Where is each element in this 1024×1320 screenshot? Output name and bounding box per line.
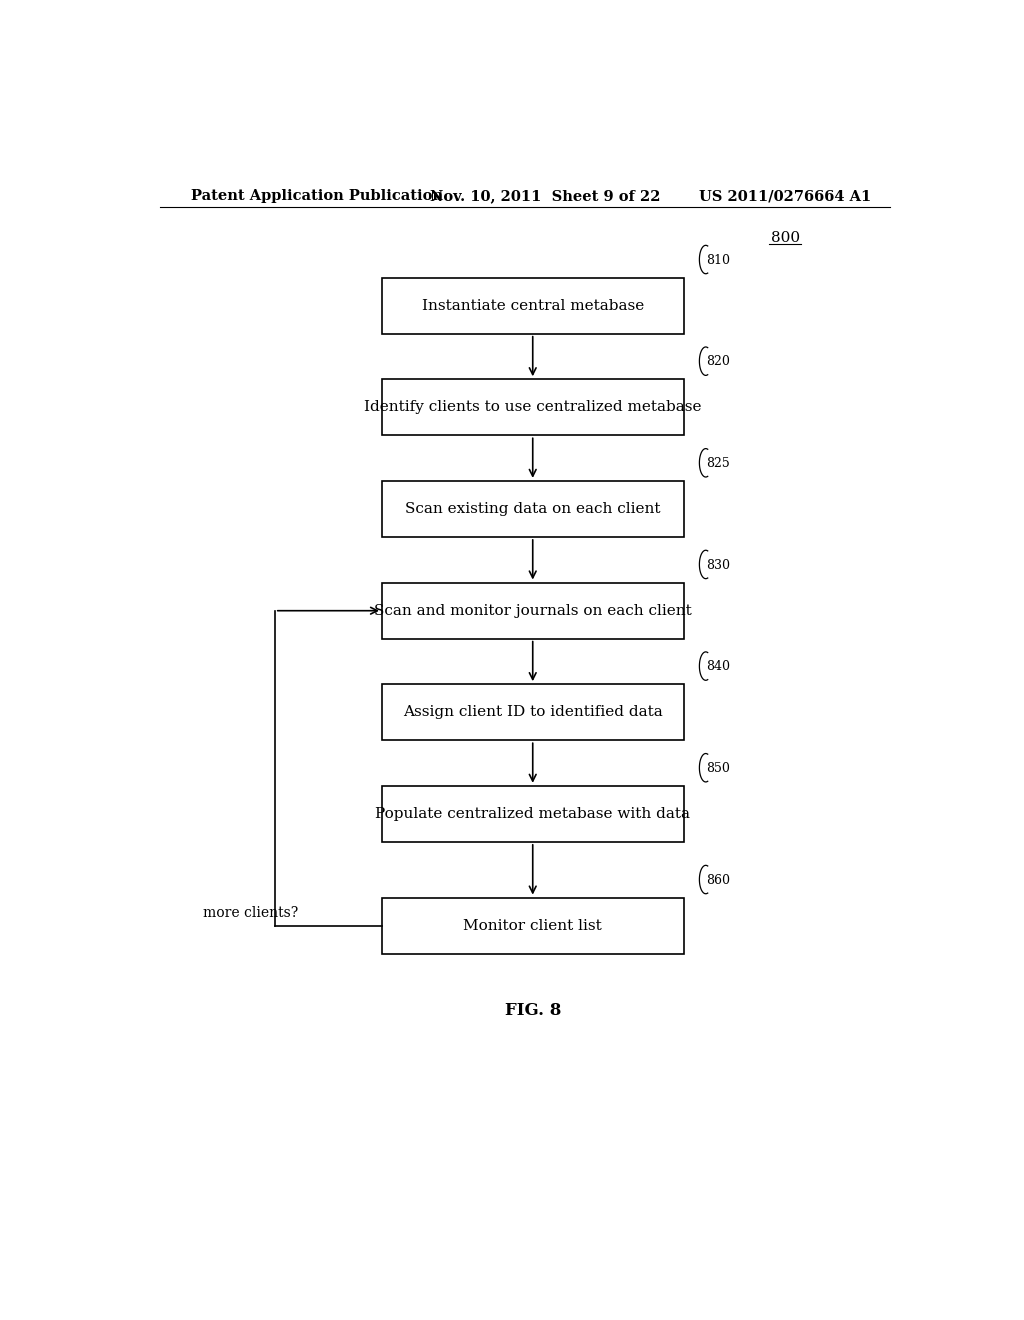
Text: Monitor client list: Monitor client list <box>464 919 602 933</box>
FancyBboxPatch shape <box>382 898 684 954</box>
Text: Patent Application Publication: Patent Application Publication <box>191 189 443 203</box>
Text: 860: 860 <box>707 874 730 887</box>
Text: US 2011/0276664 A1: US 2011/0276664 A1 <box>699 189 871 203</box>
Text: 840: 840 <box>707 660 730 673</box>
Text: 810: 810 <box>707 253 730 267</box>
Text: 825: 825 <box>707 457 730 470</box>
Text: 830: 830 <box>707 558 730 572</box>
FancyBboxPatch shape <box>382 277 684 334</box>
Text: Nov. 10, 2011  Sheet 9 of 22: Nov. 10, 2011 Sheet 9 of 22 <box>430 189 660 203</box>
FancyBboxPatch shape <box>382 480 684 537</box>
FancyBboxPatch shape <box>382 684 684 741</box>
Text: Scan and monitor journals on each client: Scan and monitor journals on each client <box>374 603 691 618</box>
Text: Instantiate central metabase: Instantiate central metabase <box>422 298 644 313</box>
Text: more clients?: more clients? <box>204 906 299 920</box>
Text: 800: 800 <box>770 231 800 244</box>
Text: Assign client ID to identified data: Assign client ID to identified data <box>402 705 663 719</box>
Text: Identify clients to use centralized metabase: Identify clients to use centralized meta… <box>364 400 701 414</box>
FancyBboxPatch shape <box>382 785 684 842</box>
Text: 820: 820 <box>707 355 730 368</box>
Text: FIG. 8: FIG. 8 <box>505 1002 561 1019</box>
Text: 850: 850 <box>707 762 730 775</box>
FancyBboxPatch shape <box>382 582 684 639</box>
FancyBboxPatch shape <box>382 379 684 436</box>
Text: Scan existing data on each client: Scan existing data on each client <box>404 502 660 516</box>
Text: Populate centralized metabase with data: Populate centralized metabase with data <box>375 807 690 821</box>
